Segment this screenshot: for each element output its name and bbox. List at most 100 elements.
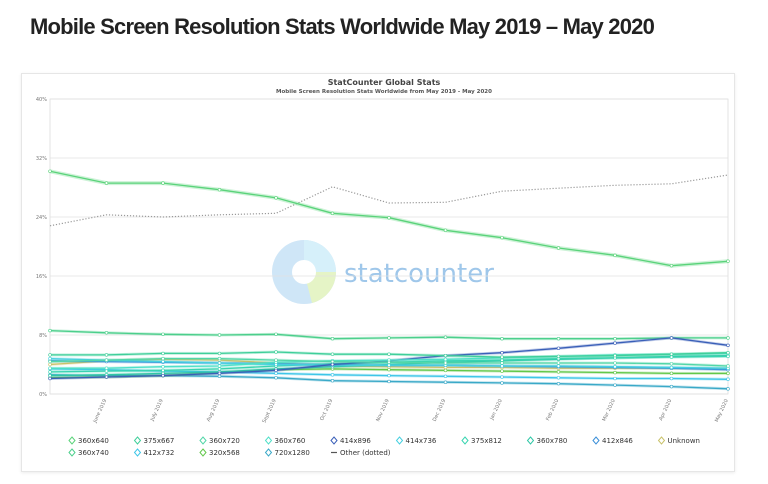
data-point (500, 355, 504, 359)
x-tick-label: June 2019 (92, 398, 109, 424)
data-point (613, 253, 617, 258)
data-point (500, 369, 504, 373)
data-point (387, 379, 391, 384)
data-point (161, 359, 165, 364)
data-point (48, 359, 52, 364)
data-point (330, 359, 335, 364)
data-point (330, 352, 335, 356)
page-headline: Mobile Screen Resolution Stats Worldwide… (30, 14, 655, 39)
data-point (161, 332, 165, 336)
data-point (669, 376, 674, 381)
data-point (217, 374, 222, 378)
data-point (217, 188, 222, 192)
legend-diamond-icon (68, 448, 76, 457)
data-point (274, 371, 278, 376)
legend-label: 375x812 (471, 437, 502, 445)
data-point (443, 380, 448, 384)
data-point (500, 336, 504, 341)
legend-label: 414x896 (340, 437, 371, 445)
data-point (330, 379, 335, 383)
chart-title: StatCounter Global Stats (328, 78, 441, 87)
legend-diamond-icon (68, 436, 76, 445)
data-point (443, 374, 448, 378)
data-point (556, 376, 561, 380)
data-point (669, 365, 674, 370)
legend-label: Unknown (668, 437, 701, 445)
data-point (443, 368, 448, 373)
data-point (669, 352, 674, 356)
data-point (556, 370, 561, 374)
chart-subtitle: Mobile Screen Resolution Stats Worldwide… (276, 89, 492, 95)
legend-label: 720x1280 (275, 449, 310, 457)
data-point (48, 373, 52, 378)
data-point (274, 196, 278, 200)
x-tick-label: Feb 2020 (545, 398, 560, 422)
x-tick-label: Oct 2019 (319, 398, 334, 421)
data-point (443, 228, 448, 232)
legend-diamond-icon (199, 448, 207, 457)
data-point (104, 353, 109, 357)
legend-diamond-icon (133, 448, 142, 457)
data-point (387, 373, 391, 378)
legend-diamond-icon (199, 436, 207, 445)
data-point (613, 353, 617, 358)
data-point (387, 216, 391, 220)
legend-diamond-icon (264, 436, 273, 445)
legend-label: 360x640 (78, 437, 109, 445)
legend-label: 320x568 (209, 449, 240, 457)
data-point (669, 362, 674, 366)
y-tick-label: 8% (39, 333, 47, 339)
x-tick-label: Sept 2019 (262, 398, 278, 424)
data-point (217, 361, 222, 365)
legend-diamond-icon (330, 436, 338, 445)
series-line-other (49, 174, 729, 227)
data-point (669, 355, 674, 359)
data-point (274, 332, 278, 336)
legend-item: 360x720 (199, 436, 240, 445)
data-point (104, 181, 109, 185)
data-point (726, 351, 730, 355)
y-tick-label: 0% (39, 392, 47, 398)
legend-label: 360x760 (275, 437, 306, 445)
legend-diamond-icon (592, 436, 600, 445)
data-point (217, 333, 222, 337)
data-point (613, 341, 617, 345)
x-tick-label: July 2019 (149, 398, 165, 423)
data-point (104, 375, 109, 379)
data-point (613, 370, 617, 375)
legend-item: 320x568 (199, 448, 240, 457)
x-tick-label: Dec 2019 (432, 398, 448, 422)
legend-item: 375x667 (133, 436, 174, 445)
data-point (387, 367, 391, 372)
data-point (48, 169, 52, 173)
legend-diamond-icon (526, 436, 535, 445)
data-point (500, 361, 504, 365)
data-point (161, 365, 165, 369)
data-point (387, 360, 391, 364)
legend-diamond-icon (395, 436, 404, 445)
legend-label: 412x846 (602, 437, 633, 445)
data-point (726, 336, 730, 340)
x-tick-label: Apr 2020 (658, 398, 673, 421)
data-point (161, 368, 165, 373)
data-point (556, 246, 561, 250)
y-tick-label: 32% (36, 156, 47, 162)
legend-item: 412x846 (592, 436, 633, 445)
data-point (274, 376, 278, 380)
legend-item: 360x760 (264, 436, 306, 445)
data-point (726, 364, 730, 368)
data-point (48, 366, 52, 370)
y-tick-label: 40% (36, 97, 47, 103)
data-point (556, 364, 561, 368)
watermark-text: statcounter (344, 259, 494, 289)
data-point (217, 371, 222, 376)
data-point (443, 361, 448, 365)
watermark-logo-hole (292, 260, 316, 284)
data-point (726, 343, 730, 348)
legend-label: 412x732 (144, 449, 175, 457)
legend-item: 360x780 (526, 436, 568, 445)
legend-label: 360x780 (537, 437, 568, 445)
data-point (161, 356, 165, 361)
x-tick-label: May 2020 (714, 398, 730, 423)
